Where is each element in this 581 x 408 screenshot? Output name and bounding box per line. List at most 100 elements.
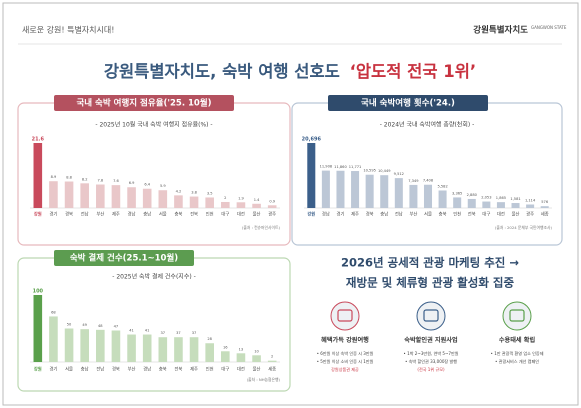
bar: [221, 201, 230, 208]
bar: [526, 204, 535, 208]
bar: [365, 174, 374, 208]
bar: [252, 355, 261, 362]
category-label: 광주: [526, 211, 534, 218]
category-label: 경남: [128, 211, 136, 218]
category-label: 전북: [468, 211, 476, 218]
category-label: 전북: [190, 211, 198, 218]
category-label: 충북: [439, 211, 447, 218]
value-label: 7.6: [113, 179, 119, 183]
value-label: 9,512: [394, 172, 404, 176]
value-label: 8.2: [82, 177, 88, 181]
bar: [453, 197, 462, 208]
value-label: 5.9: [160, 184, 166, 188]
value-label: 3.5: [207, 191, 213, 195]
source-note: (출처 : 컨슈머인사이트): [242, 225, 281, 230]
value-label: 1,865: [496, 196, 506, 200]
title-highlight: ‘압도적 전국 1위’: [350, 61, 477, 81]
bar: [111, 185, 121, 208]
card-icon-shape: [337, 309, 353, 322]
bar: [142, 188, 152, 208]
bar: [236, 353, 246, 362]
value-label: 1.9: [238, 196, 244, 200]
bar: [380, 175, 389, 208]
card-title: 혜택가득 강원여행: [321, 336, 369, 344]
value-label: 49: [82, 323, 87, 327]
category-label: 광주: [268, 211, 276, 218]
card-line: 강원상품권 제공: [331, 366, 359, 372]
category-label: 경기: [337, 211, 345, 218]
logo: 강원특별자치도: [473, 25, 528, 36]
category-label: 제주: [190, 366, 198, 373]
category-label: 세종: [268, 366, 276, 373]
value-label: 5,582: [437, 184, 447, 188]
bar: [236, 202, 246, 208]
value-label: 7,408: [423, 179, 434, 183]
category-label: 인천: [453, 211, 461, 218]
bar: [64, 181, 74, 208]
category-label: 강원: [34, 366, 42, 373]
value-label: 47: [114, 325, 119, 329]
bar: [482, 201, 491, 208]
value-label: 10,449: [378, 169, 391, 173]
bar: [467, 198, 476, 208]
category-label: 충남: [143, 211, 151, 218]
value-label: 50: [67, 323, 72, 327]
card-line: • 5만원 이상 소비 인증 시 1만원: [317, 358, 374, 364]
category-label: 경기: [49, 211, 57, 218]
chart-title: 국내 숙박여행 횟수('24.): [361, 98, 455, 109]
value-label: 37: [161, 331, 166, 335]
value-label: 41: [129, 329, 134, 333]
value-label: 6.4: [144, 183, 150, 187]
chart-title: 숙박 결제 건수(25.1~10월): [70, 253, 178, 264]
card-line: • 1만 관광객 환영 업소 인증제: [491, 350, 544, 356]
value-label: 37: [176, 331, 181, 335]
chart-subtitle: - 2025년 10월 국내 숙박 여행지 점유율(%) -: [95, 121, 212, 129]
category-label: 전남: [96, 366, 104, 373]
value-label: 41: [145, 329, 150, 333]
card-title: 수용태세 확립: [499, 336, 536, 344]
value-label: 100: [33, 289, 44, 295]
slogan: 새로운 강원! 특별자치시대!: [22, 25, 114, 35]
chart-title: 국내 숙박 여행지 점유율('25. 10월): [76, 98, 211, 109]
chart-header: [54, 250, 194, 266]
value-label: 21.6: [32, 137, 45, 143]
category-label: 충남: [81, 366, 89, 373]
category-label: 전남: [395, 211, 403, 218]
value-label: 576: [541, 200, 549, 204]
bar: [49, 316, 58, 362]
bar: [64, 328, 74, 362]
bar: [174, 195, 183, 208]
bar: [33, 143, 43, 208]
bar: [394, 178, 403, 208]
category-label: 경북: [112, 366, 120, 373]
source-note: (출처 : NH농협은행): [247, 377, 281, 382]
value-label: 68: [51, 310, 56, 314]
category-label: 인천: [206, 211, 214, 218]
category-label: 세종: [541, 211, 549, 218]
bar: [267, 205, 277, 208]
logo-en: GANGWON STATE: [531, 25, 567, 30]
source-note: (출처 : 2024 문체부 국민여행조사): [495, 225, 553, 230]
category-label: 서울: [159, 211, 167, 218]
value-label: 2,053: [481, 196, 491, 200]
value-label: 13: [239, 347, 244, 351]
value-label: 37: [192, 331, 197, 335]
title-main: 강원특별자치도, 숙박 여행 선호도: [104, 61, 340, 81]
value-label: 1,581: [510, 197, 520, 201]
card-icon-shape: [423, 309, 439, 322]
card-line: • 숙박 할인권 33,000장 발행: [405, 358, 457, 364]
value-label: 20,696: [302, 137, 322, 143]
bar: [438, 190, 447, 208]
category-label: 경기: [49, 366, 57, 373]
category-label: 울산: [512, 211, 520, 218]
category-label: 부산: [96, 211, 104, 218]
card-icon: [330, 301, 360, 331]
plan-line2: 재방문 및 체류형 관광 활성화 집중: [346, 276, 515, 290]
value-label: 2: [224, 196, 226, 200]
card-icon-shape: [509, 309, 525, 322]
category-label: 서울: [424, 211, 432, 218]
category-label: 제주: [351, 211, 359, 218]
value-label: 0.9: [269, 199, 275, 203]
bar: [96, 329, 105, 362]
bar: [221, 351, 230, 362]
